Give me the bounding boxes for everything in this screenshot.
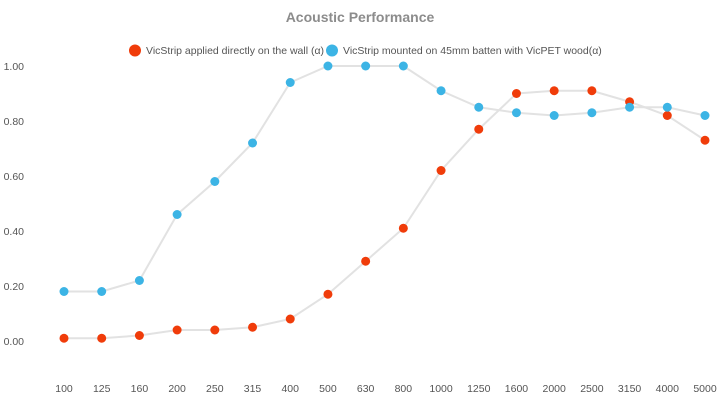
data-point-series-2 [549,111,559,120]
data-point-series-1 [134,331,144,340]
data-point-series-1 [285,314,295,324]
data-point-series-1 [511,89,521,98]
y-tick-label: 0.40 [4,226,25,238]
x-tick-label: 5000 [693,383,717,395]
x-tick-label: 2500 [580,383,604,395]
data-point-series-2 [361,61,371,71]
series-lines [64,65,706,340]
x-axis: 100 125 160 200 250 315 400 500 630 800 1000 1250 16… [55,383,717,395]
x-tick-label: 500 [319,383,337,395]
x-tick-label: 125 [93,383,111,395]
x-tick-label: 100 [55,383,73,395]
data-point-series-2 [511,108,521,118]
x-tick-label: 4000 [656,383,680,395]
data-point-series-2 [398,61,408,71]
x-tick-label: 2000 [542,383,566,395]
chart-title: Acoustic Performance [286,9,435,25]
data-point-series-2 [474,102,484,112]
data-point-series-1 [210,325,220,335]
x-tick-label: 1250 [467,383,491,395]
data-point-series-2 [248,138,258,148]
y-tick-label: 0.60 [4,171,25,183]
legend-label-series-2: VicStrip mounted on 45mm batten with Vic… [343,45,602,57]
data-point-series-1 [59,333,69,343]
data-point-series-1 [587,86,597,96]
series-line-1 [64,89,706,340]
x-tick-label: 3150 [618,383,642,395]
data-point-series-1 [97,333,107,343]
legend-marker-series-1 [129,44,141,57]
data-point-series-2 [436,86,446,96]
data-point-series-1 [474,124,484,134]
y-tick-label: 0.20 [4,281,25,293]
data-point-series-2 [134,276,144,285]
data-point-series-2 [587,108,597,118]
x-tick-label: 630 [357,383,375,395]
data-point-series-2 [662,102,672,112]
data-point-series-2 [172,210,182,219]
data-point-series-1 [323,289,333,299]
legend: VicStrip applied directly on the wall (α… [129,44,602,57]
series-line-2 [64,65,706,293]
legend-label-series-1: VicStrip applied directly on the wall (α… [146,45,324,57]
x-tick-label: 315 [244,383,262,395]
series-points [59,61,710,343]
x-tick-label: 200 [168,383,186,395]
y-tick-label: 1.00 [4,61,25,73]
data-point-series-1 [172,325,182,335]
data-point-series-2 [700,111,710,120]
data-point-series-2 [97,287,107,296]
y-tick-label: 0.80 [4,116,25,128]
data-point-series-2 [59,287,69,296]
data-point-series-2 [625,102,635,112]
data-point-series-2 [210,177,220,186]
data-point-series-1 [700,135,710,145]
data-point-series-2 [285,78,295,87]
data-point-series-1 [662,111,672,120]
data-point-series-2 [323,61,333,71]
x-tick-label: 160 [131,383,149,395]
x-tick-label: 800 [395,383,413,395]
x-tick-label: 1000 [429,383,453,395]
x-tick-label: 1600 [505,383,529,395]
x-tick-label: 250 [206,383,224,395]
data-point-series-1 [436,166,446,175]
data-point-series-1 [248,322,258,332]
y-axis: 0.00 0.20 0.40 0.60 0.80 1.00 [4,61,25,348]
x-tick-label: 400 [281,383,299,395]
data-point-series-1 [549,86,559,96]
legend-marker-series-2 [326,44,338,57]
data-point-series-1 [361,256,371,266]
data-point-series-1 [398,223,408,233]
y-tick-label: 0.00 [4,336,25,348]
